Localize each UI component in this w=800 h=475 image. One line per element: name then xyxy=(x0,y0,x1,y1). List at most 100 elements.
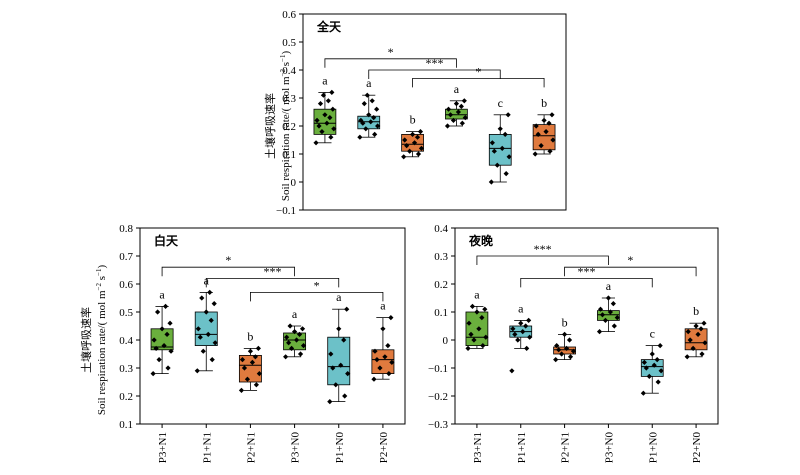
data-point xyxy=(702,340,708,346)
data-point xyxy=(165,365,171,371)
x-tick-label: P3+N1 xyxy=(157,432,169,463)
data-point xyxy=(483,334,489,340)
significance-stars: *** xyxy=(264,264,282,278)
box xyxy=(684,328,708,351)
y-tick-label: −0.1 xyxy=(276,205,296,217)
data-point xyxy=(358,117,364,123)
data-point xyxy=(195,326,201,332)
panel-title: 夜晚 xyxy=(468,233,493,248)
data-point xyxy=(549,112,555,118)
data-point xyxy=(469,303,476,309)
significance-bracket xyxy=(564,266,697,277)
data-point xyxy=(450,117,457,123)
data-point xyxy=(491,148,497,154)
data-point xyxy=(372,131,378,137)
data-point xyxy=(313,140,319,146)
data-point xyxy=(150,371,156,377)
data-point xyxy=(506,154,512,160)
panel-daytime: 0.1 0.2 0.3 0.4 0.5 0.6 0.7 0.8 白天 a P3+N1 a P1+N1 b P… xyxy=(119,223,406,464)
significance-letter: b xyxy=(693,304,699,318)
data-point xyxy=(151,337,157,343)
data-point xyxy=(364,92,370,98)
box xyxy=(553,346,576,355)
x-tick-label: P3+N0 xyxy=(603,432,615,464)
significance-letter: a xyxy=(518,301,524,315)
y-tick-label: 0.1 xyxy=(434,307,448,319)
significance-letter: a xyxy=(454,82,460,96)
y-axis-label-top: 土壤呼吸速率 Soil respiration rate/( mol m−2 s… xyxy=(263,51,292,202)
data-point xyxy=(357,134,363,140)
data-point xyxy=(479,315,485,321)
data-point xyxy=(320,92,327,98)
y-tick-label: 0.3 xyxy=(282,93,296,105)
data-point xyxy=(161,343,167,349)
data-point xyxy=(327,399,333,405)
data-point xyxy=(465,345,471,351)
data-point xyxy=(212,340,218,346)
data-point xyxy=(414,134,421,140)
data-point xyxy=(291,329,298,335)
y-tick-label: 0.3 xyxy=(434,251,448,263)
data-point xyxy=(203,309,209,315)
data-point xyxy=(646,373,652,379)
data-point xyxy=(526,317,532,323)
data-point xyxy=(208,317,214,323)
data-point xyxy=(701,320,707,326)
data-point xyxy=(286,340,292,346)
data-point xyxy=(596,329,603,335)
data-point xyxy=(611,323,617,329)
x-tick-label: P1+N1 xyxy=(201,432,213,463)
data-point xyxy=(328,134,334,140)
data-point xyxy=(445,106,452,112)
box xyxy=(532,124,556,151)
data-point xyxy=(162,303,169,309)
data-point xyxy=(241,365,248,371)
data-point xyxy=(197,334,203,340)
data-point xyxy=(693,323,699,329)
data-point xyxy=(327,115,333,121)
significance-letter: a xyxy=(336,290,342,304)
data-point xyxy=(497,126,503,132)
data-point xyxy=(316,123,322,129)
data-point xyxy=(249,359,256,365)
data-point xyxy=(447,112,454,118)
y-tick-label: 0.4 xyxy=(434,223,448,235)
data-point xyxy=(690,345,696,351)
y-label-en: Soil respiration rate/( mol m−2 s−1) xyxy=(95,265,108,416)
data-point xyxy=(296,331,303,337)
data-point xyxy=(369,98,375,104)
data-point xyxy=(164,331,170,337)
data-point xyxy=(607,309,613,315)
data-point xyxy=(168,348,174,354)
data-point xyxy=(455,109,461,115)
data-point xyxy=(328,351,334,357)
data-point xyxy=(389,359,395,365)
data-point xyxy=(524,345,530,351)
data-point xyxy=(458,103,464,109)
data-point xyxy=(255,345,261,351)
y-tick-label: 0.4 xyxy=(119,335,133,347)
data-point xyxy=(380,326,386,332)
data-point xyxy=(404,143,410,149)
data-point xyxy=(156,357,162,363)
data-point xyxy=(374,106,380,112)
x-tick-label: P2+N1 xyxy=(245,432,257,463)
data-point xyxy=(256,371,262,377)
significance-letter: a xyxy=(366,76,372,90)
significance-bracket xyxy=(161,266,295,277)
x-tick-label: P3+N0 xyxy=(290,432,302,464)
data-point xyxy=(597,306,604,312)
data-point xyxy=(566,337,573,343)
data-point xyxy=(205,331,211,337)
significance-stars: * xyxy=(388,45,394,59)
data-point xyxy=(385,343,391,349)
data-point xyxy=(207,289,213,295)
data-point xyxy=(559,351,565,357)
data-point xyxy=(211,301,217,307)
data-point xyxy=(651,362,657,368)
data-point xyxy=(377,365,383,371)
x-tick-label: P2+N0 xyxy=(691,432,703,464)
significance-stars: *** xyxy=(534,242,552,256)
data-point xyxy=(543,129,549,135)
data-point xyxy=(209,357,215,363)
